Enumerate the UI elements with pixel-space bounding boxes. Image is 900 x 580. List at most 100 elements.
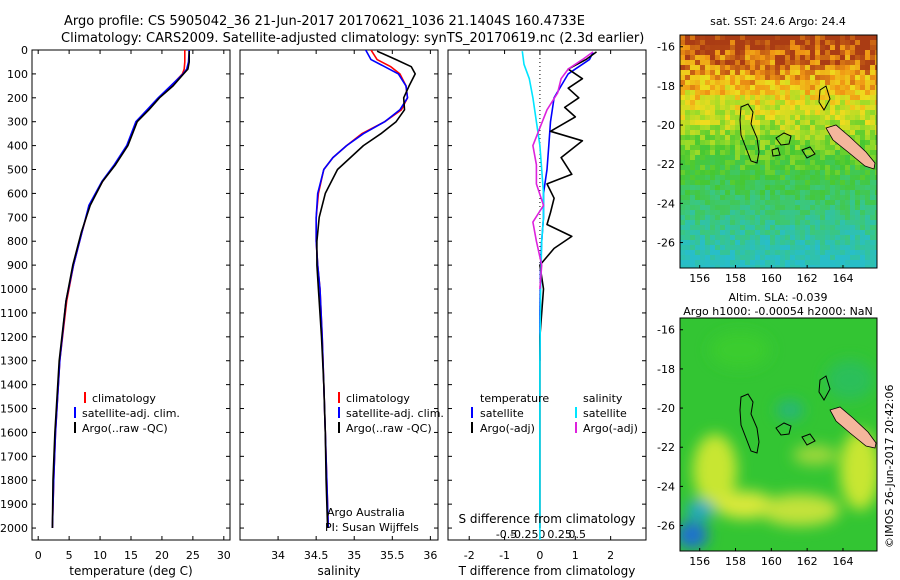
sst-cell bbox=[840, 225, 846, 231]
sst-cell bbox=[690, 70, 696, 76]
sst-cell bbox=[735, 90, 741, 96]
sst-cell bbox=[725, 80, 731, 86]
sst-cell bbox=[775, 225, 781, 231]
sst-cell bbox=[765, 170, 771, 176]
sst-cell bbox=[755, 50, 761, 56]
sst-cell bbox=[865, 165, 871, 171]
sst-cell bbox=[770, 230, 776, 236]
sst-cell bbox=[690, 65, 696, 71]
sst-cell bbox=[700, 240, 706, 246]
sst-cell bbox=[790, 85, 796, 91]
sst-cell bbox=[700, 250, 706, 256]
sst-cell bbox=[710, 45, 716, 51]
sst-cell bbox=[735, 130, 741, 136]
sst-cell bbox=[855, 210, 861, 216]
sst-cell bbox=[690, 205, 696, 211]
sst-cell bbox=[780, 175, 786, 181]
map-y-tick-label: -22 bbox=[657, 441, 675, 454]
sst-cell bbox=[705, 60, 711, 66]
sst-cell bbox=[845, 120, 851, 126]
sst-cell bbox=[715, 90, 721, 96]
sst-cell bbox=[775, 265, 781, 268]
sst-cell bbox=[800, 80, 806, 86]
sst-cell bbox=[825, 150, 831, 156]
sst-cell bbox=[725, 245, 731, 251]
sst-cell bbox=[845, 245, 851, 251]
sst-cell bbox=[795, 65, 801, 71]
sst-cell bbox=[765, 100, 771, 106]
sst-cell bbox=[790, 50, 796, 56]
sst-cell bbox=[845, 220, 851, 226]
sst-cell bbox=[800, 35, 806, 41]
sst-cell bbox=[820, 225, 826, 231]
sst-cell bbox=[770, 210, 776, 216]
sst-cell bbox=[850, 230, 856, 236]
sst-cell bbox=[865, 250, 871, 256]
sst-cell bbox=[765, 150, 771, 156]
sst-cell bbox=[870, 40, 876, 46]
sst-cell bbox=[730, 180, 736, 186]
sst-cell bbox=[705, 125, 711, 131]
sst-cell bbox=[780, 190, 786, 196]
sst-cell bbox=[790, 80, 796, 86]
sst-cell bbox=[705, 140, 711, 146]
sst-cell bbox=[860, 85, 866, 91]
sst-cell bbox=[685, 60, 691, 66]
sst-cell bbox=[875, 255, 877, 261]
sst-cell bbox=[725, 170, 731, 176]
sst-cell bbox=[790, 160, 796, 166]
sst-cell bbox=[860, 265, 866, 268]
sst-cell bbox=[695, 130, 701, 136]
sst-cell bbox=[800, 150, 806, 156]
sst-cell bbox=[680, 260, 686, 266]
sst-cell bbox=[725, 105, 731, 111]
sst-cell bbox=[785, 215, 791, 221]
sst-cell bbox=[850, 185, 856, 191]
sst-cell bbox=[785, 105, 791, 111]
sst-cell bbox=[830, 105, 836, 111]
sst-cell bbox=[705, 45, 711, 51]
sst-cell bbox=[775, 230, 781, 236]
sst-cell bbox=[685, 205, 691, 211]
sst-cell bbox=[710, 135, 716, 141]
sst-cell bbox=[690, 175, 696, 181]
sst-cell bbox=[830, 90, 836, 96]
sst-cell bbox=[685, 80, 691, 86]
sst-cell bbox=[875, 155, 877, 161]
sst-cell bbox=[715, 255, 721, 261]
sst-cell bbox=[810, 60, 816, 66]
sst-cell bbox=[865, 70, 871, 76]
sst-cell bbox=[680, 165, 686, 171]
sst-cell bbox=[740, 195, 746, 201]
sst-cell bbox=[810, 150, 816, 156]
sst-cell bbox=[790, 200, 796, 206]
sst-cell bbox=[685, 155, 691, 161]
sst-cell bbox=[865, 255, 871, 261]
sst-cell bbox=[850, 60, 856, 66]
sst-cell bbox=[690, 215, 696, 221]
sst-cell bbox=[795, 200, 801, 206]
sst-cell bbox=[690, 225, 696, 231]
sst-cell bbox=[790, 110, 796, 116]
sst-cell bbox=[870, 55, 876, 61]
sst-cell bbox=[795, 90, 801, 96]
sst-cell bbox=[860, 200, 866, 206]
sst-cell bbox=[710, 120, 716, 126]
sst-cell bbox=[705, 195, 711, 201]
sst-cell bbox=[845, 195, 851, 201]
sst-cell bbox=[695, 45, 701, 51]
sst-cell bbox=[685, 70, 691, 76]
sst-cell bbox=[845, 190, 851, 196]
sst-cell bbox=[715, 35, 721, 41]
sst-cell bbox=[785, 115, 791, 121]
sst-cell bbox=[860, 245, 866, 251]
sst-cell bbox=[690, 240, 696, 246]
map-x-tick-label: 160 bbox=[761, 272, 782, 285]
sst-cell bbox=[825, 145, 831, 151]
sst-cell bbox=[865, 235, 871, 241]
sst-cell bbox=[680, 145, 686, 151]
sst-cell bbox=[805, 200, 811, 206]
sst-cell bbox=[800, 95, 806, 101]
sst-cell bbox=[790, 100, 796, 106]
sst-cell bbox=[795, 165, 801, 171]
